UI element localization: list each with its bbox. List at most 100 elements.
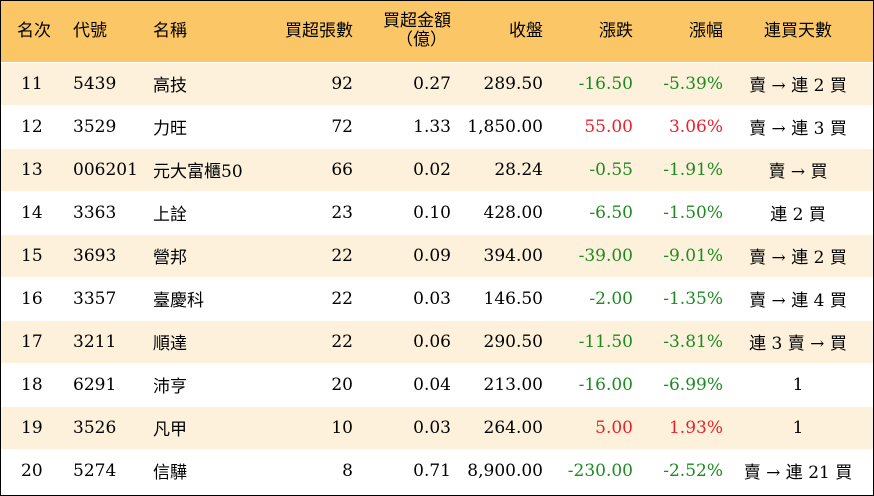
consecutive-days-cell: 賣 → 連 4 買 bbox=[723, 276, 873, 320]
code-cell: 3526 bbox=[73, 405, 153, 449]
change-cell: -6.50 bbox=[543, 190, 633, 234]
rank-cell: 19 bbox=[1, 405, 73, 449]
table-row: 17 3211 順達 22 0.06 290.50 -11.50 -3.81% 連 3 賣 → … bbox=[1, 319, 873, 363]
close-cell: 213.00 bbox=[451, 362, 543, 406]
change-cell: -11.50 bbox=[543, 319, 633, 363]
header-rank: 名次 bbox=[17, 20, 51, 41]
consecutive-days-cell: 賣 → 連 2 買 bbox=[723, 233, 873, 277]
close-cell: 1,850.00 bbox=[451, 104, 543, 148]
net-buy-amount-cell: 1.33 bbox=[353, 104, 451, 148]
change-pct-cell: 3.06% bbox=[633, 104, 723, 148]
net-buy-lots-cell: 8 bbox=[259, 448, 353, 492]
header-code: 代號 bbox=[73, 20, 107, 41]
name-cell: 臺慶科 bbox=[153, 276, 259, 320]
header-net-buy-lots: 買超張數 bbox=[285, 20, 353, 41]
rank-cell: 20 bbox=[1, 448, 73, 492]
change-cell: -16.50 bbox=[543, 61, 633, 105]
change-pct-cell: -3.81% bbox=[633, 319, 723, 363]
change-pct-cell: -5.39% bbox=[633, 61, 723, 105]
consecutive-days-cell: 賣 → 連 3 買 bbox=[723, 104, 873, 148]
net-buy-lots-cell: 22 bbox=[259, 233, 353, 277]
change-pct-cell: -6.99% bbox=[633, 362, 723, 406]
name-cell: 高技 bbox=[153, 61, 259, 105]
net-buy-lots-cell: 66 bbox=[259, 147, 353, 191]
net-buy-lots-cell: 22 bbox=[259, 319, 353, 363]
rank-cell: 12 bbox=[1, 104, 73, 148]
rank-cell: 18 bbox=[1, 362, 73, 406]
code-cell: 006201 bbox=[73, 147, 153, 191]
header-name: 名稱 bbox=[153, 20, 187, 41]
close-cell: 28.24 bbox=[451, 147, 543, 191]
consecutive-days-cell: 連 2 買 bbox=[723, 190, 873, 234]
change-pct-cell: -2.52% bbox=[633, 448, 723, 492]
header-close: 收盤 bbox=[509, 20, 543, 41]
header-change: 漲跌 bbox=[599, 20, 633, 41]
header-net-buy-amount: 買超金額 （億） bbox=[353, 1, 451, 62]
change-pct-cell: -1.91% bbox=[633, 147, 723, 191]
net-buy-amount-cell: 0.06 bbox=[353, 319, 451, 363]
close-cell: 146.50 bbox=[451, 276, 543, 320]
code-cell: 3211 bbox=[73, 319, 153, 363]
change-cell: -0.55 bbox=[543, 147, 633, 191]
table-row: 14 3363 上詮 23 0.10 428.00 -6.50 -1.50% 連 2 買 bbox=[1, 190, 873, 234]
consecutive-days-cell: 賣 → 買 bbox=[723, 147, 873, 191]
table-row: 16 3357 臺慶科 22 0.03 146.50 -2.00 -1.35% 賣 → 連 4 … bbox=[1, 276, 873, 320]
table-row: 15 3693 營邦 22 0.09 394.00 -39.00 -9.01% 賣 → 連 2 … bbox=[1, 233, 873, 277]
table-row: 18 6291 沛亨 20 0.04 213.00 -16.00 -6.99% 1 bbox=[1, 362, 873, 406]
name-cell: 沛亨 bbox=[153, 362, 259, 406]
change-cell: -2.00 bbox=[543, 276, 633, 320]
header-net-buy-amount-line1: 買超金額 bbox=[383, 11, 451, 32]
rank-cell: 11 bbox=[1, 61, 73, 105]
change-cell: -39.00 bbox=[543, 233, 633, 277]
rank-cell: 16 bbox=[1, 276, 73, 320]
net-buy-amount-cell: 0.02 bbox=[353, 147, 451, 191]
name-cell: 上詮 bbox=[153, 190, 259, 234]
name-cell: 信驊 bbox=[153, 448, 259, 492]
consecutive-days-cell: 賣 → 連 21 買 bbox=[723, 448, 873, 492]
net-buy-lots-cell: 20 bbox=[259, 362, 353, 406]
rank-cell: 13 bbox=[1, 147, 73, 191]
net-buy-amount-cell: 0.04 bbox=[353, 362, 451, 406]
header-consecutive-days: 連買天數 bbox=[764, 20, 832, 41]
close-cell: 428.00 bbox=[451, 190, 543, 234]
change-pct-cell: -9.01% bbox=[633, 233, 723, 277]
consecutive-days-cell: 1 bbox=[723, 362, 873, 406]
change-pct-cell: -1.50% bbox=[633, 190, 723, 234]
change-cell: 55.00 bbox=[543, 104, 633, 148]
table-row: 12 3529 力旺 72 1.33 1,850.00 55.00 3.06% 賣 → 連 3 … bbox=[1, 104, 873, 148]
code-cell: 5439 bbox=[73, 61, 153, 105]
name-cell: 元大富櫃50 bbox=[153, 147, 259, 191]
code-cell: 6291 bbox=[73, 362, 153, 406]
code-cell: 3363 bbox=[73, 190, 153, 234]
code-cell: 3357 bbox=[73, 276, 153, 320]
rank-cell: 15 bbox=[1, 233, 73, 277]
change-pct-cell: 1.93% bbox=[633, 405, 723, 449]
name-cell: 順達 bbox=[153, 319, 259, 363]
net-buy-amount-cell: 0.03 bbox=[353, 276, 451, 320]
table-header-row: 名次 代號 名稱 買超張數 買超金額 （億） 收盤 漲跌 漲幅 連買天數 bbox=[1, 1, 873, 62]
net-buy-lots-cell: 92 bbox=[259, 61, 353, 105]
name-cell: 凡甲 bbox=[153, 405, 259, 449]
rank-cell: 14 bbox=[1, 190, 73, 234]
consecutive-days-cell: 賣 → 連 2 買 bbox=[723, 61, 873, 105]
rank-cell: 17 bbox=[1, 319, 73, 363]
net-buy-lots-cell: 23 bbox=[259, 190, 353, 234]
code-cell: 3529 bbox=[73, 104, 153, 148]
net-buy-amount-cell: 0.10 bbox=[353, 190, 451, 234]
change-cell: 5.00 bbox=[543, 405, 633, 449]
close-cell: 289.50 bbox=[451, 61, 543, 105]
name-cell: 力旺 bbox=[153, 104, 259, 148]
table-row: 13 006201 元大富櫃50 66 0.02 28.24 -0.55 -1.91% 賣 → … bbox=[1, 147, 873, 191]
consecutive-days-cell: 1 bbox=[723, 405, 873, 449]
change-pct-cell: -1.35% bbox=[633, 276, 723, 320]
close-cell: 8,900.00 bbox=[451, 448, 543, 492]
header-net-buy-amount-line2: （億） bbox=[396, 30, 447, 51]
table-row: 20 5274 信驊 8 0.71 8,900.00 -230.00 -2.52% 賣 → 連 … bbox=[1, 448, 873, 492]
net-buy-amount-cell: 0.09 bbox=[353, 233, 451, 277]
code-cell: 3693 bbox=[73, 233, 153, 277]
net-buy-lots-cell: 22 bbox=[259, 276, 353, 320]
net-buy-amount-cell: 0.03 bbox=[353, 405, 451, 449]
net-buy-lots-cell: 72 bbox=[259, 104, 353, 148]
net-buy-amount-cell: 0.27 bbox=[353, 61, 451, 105]
header-change-pct: 漲幅 bbox=[689, 20, 723, 41]
